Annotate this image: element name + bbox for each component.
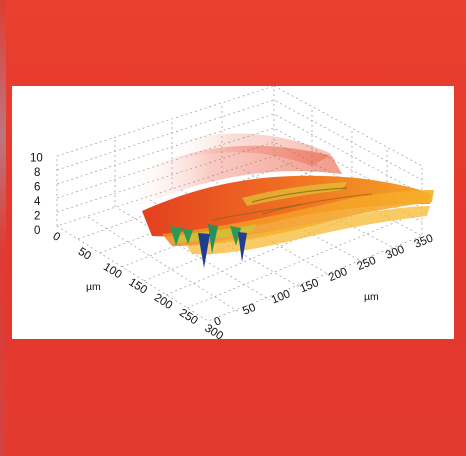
- x-tick-label: 150: [126, 276, 149, 296]
- y-tick-label: 100: [270, 288, 292, 306]
- z-tick-label: 2: [34, 211, 40, 223]
- y-axis-label: µm: [364, 291, 379, 303]
- x-tick-label: 200: [152, 292, 175, 312]
- x-axis-label: µm: [86, 281, 101, 293]
- x-tick-label: 50: [76, 246, 93, 263]
- z-tick-label: 8: [34, 167, 40, 179]
- y-tick-label: 250: [355, 255, 377, 273]
- z-axis-ticks: 0 2 4 6 8 10: [30, 153, 43, 238]
- chart-panel: 0 2 4 6 8 10 0 50 100 150 200 250 300 0 50 100 150 200 2…: [12, 85, 454, 343]
- y-tick-label: 150: [298, 277, 320, 295]
- left-edge-strip: [0, 0, 6, 456]
- surface-mesh: [122, 133, 434, 268]
- z-tick-label: 6: [34, 182, 40, 194]
- y-tick-label: 200: [327, 266, 349, 284]
- z-tick-label: 10: [30, 153, 43, 165]
- x-tick-label: 100: [101, 261, 124, 281]
- z-tick-label: 4: [34, 196, 41, 208]
- y-tick-label: 50: [241, 302, 257, 318]
- x-tick-label: 0: [50, 230, 62, 244]
- y-tick-label: 300: [384, 244, 406, 262]
- x-tick-label: 250: [177, 307, 200, 327]
- z-tick-label: 0: [34, 225, 40, 237]
- y-tick-label: 350: [413, 232, 435, 250]
- y-tick-label: 0: [213, 315, 223, 329]
